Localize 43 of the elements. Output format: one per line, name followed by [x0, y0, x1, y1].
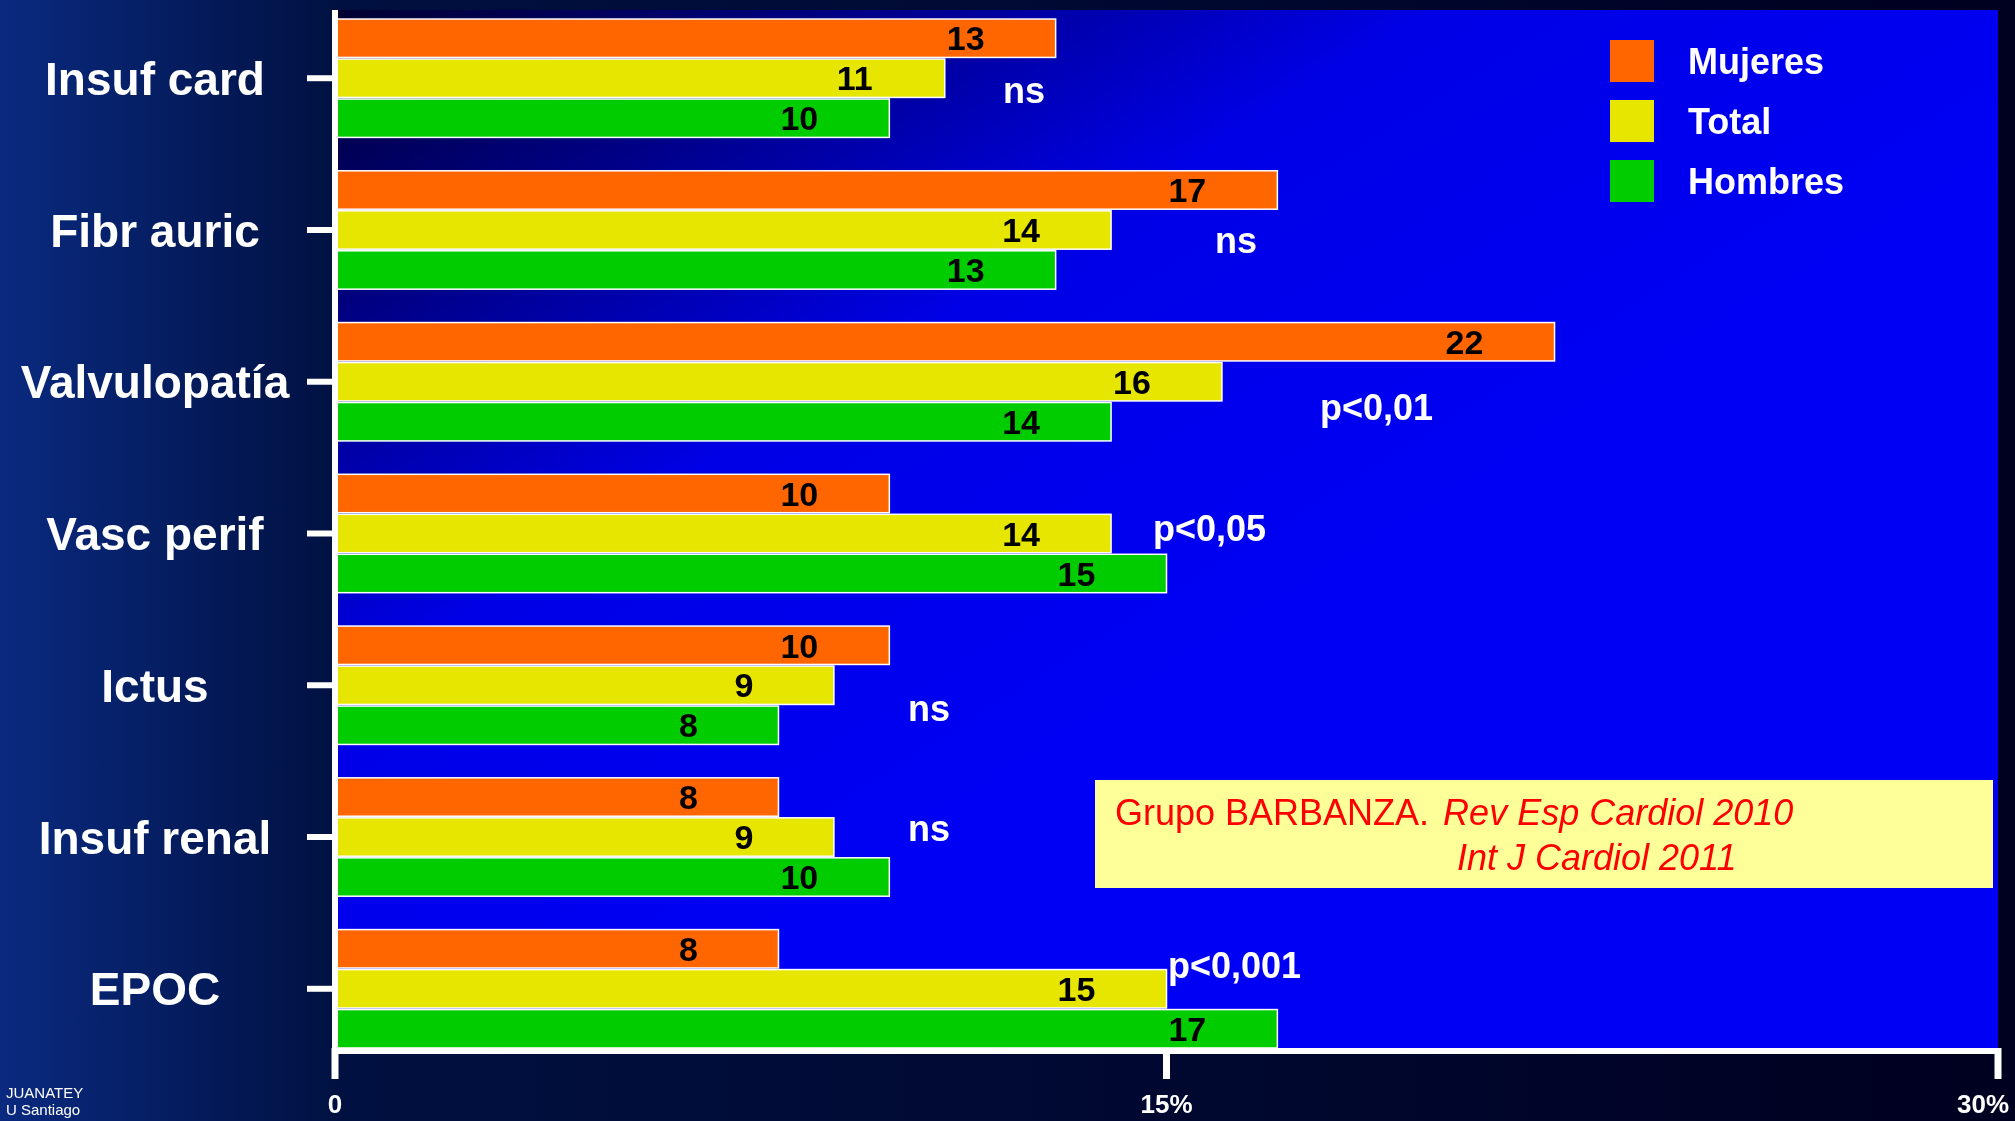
data-label: 22: [1445, 322, 1484, 361]
legend-label: Mujeres: [1688, 40, 1825, 82]
annotation: Grupo BARBANZA. Rev Esp Cardiol 2010 Int J Cardiol 2011: [1115, 792, 1794, 878]
data-label: 10: [780, 626, 819, 665]
annotation: ns: [1215, 219, 1258, 261]
legend-label: Total: [1688, 100, 1772, 142]
x-tick-label: 30%: [1956, 1089, 2010, 1119]
annotation: p<0,05: [1153, 507, 1267, 549]
data-label: 8: [679, 706, 698, 745]
data-label: 10: [780, 474, 819, 513]
annotation: ns: [1003, 69, 1046, 111]
annotation: ns: [908, 807, 951, 849]
data-label: 13: [946, 251, 985, 290]
data-label: 15: [1057, 554, 1096, 593]
data-label: 17: [1168, 171, 1207, 210]
data-label: 17: [1168, 1010, 1207, 1049]
text: JUANATEY U Santiago: [6, 1084, 84, 1118]
y-tick-label: Valvulopatía: [20, 356, 290, 409]
data-label: 11: [836, 59, 873, 98]
y-tick-label: Fibr auric: [50, 204, 260, 257]
data-label: 14: [1002, 211, 1041, 250]
legend-label: Hombres: [1688, 160, 1845, 202]
y-tick-label: Insuf renal: [38, 811, 272, 864]
y-tick-label: Ictus: [101, 659, 209, 712]
data-label: 8: [679, 930, 698, 969]
annotation: p<0,001: [1168, 944, 1302, 986]
x-tick-label: 0: [327, 1089, 343, 1119]
data-label: 14: [1002, 514, 1041, 553]
data-label: 15: [1057, 970, 1096, 1009]
data-label: 13: [946, 19, 985, 58]
x-tick-label: 15%: [1140, 1089, 1193, 1119]
y-tick-label: Insuf card: [45, 52, 265, 105]
y-tick-label: EPOC: [89, 963, 221, 1016]
data-label: 8: [679, 778, 698, 817]
data-label: 10: [780, 99, 819, 138]
data-label: 16: [1113, 362, 1151, 401]
annotation: p<0,01: [1320, 386, 1434, 428]
data-label: 10: [780, 858, 819, 897]
data-label: 9: [734, 666, 754, 705]
annotation: ns: [908, 687, 951, 729]
y-tick-label: Vasc perif: [46, 508, 265, 561]
data-label: 9: [734, 818, 754, 857]
data-label: 14: [1002, 402, 1041, 441]
